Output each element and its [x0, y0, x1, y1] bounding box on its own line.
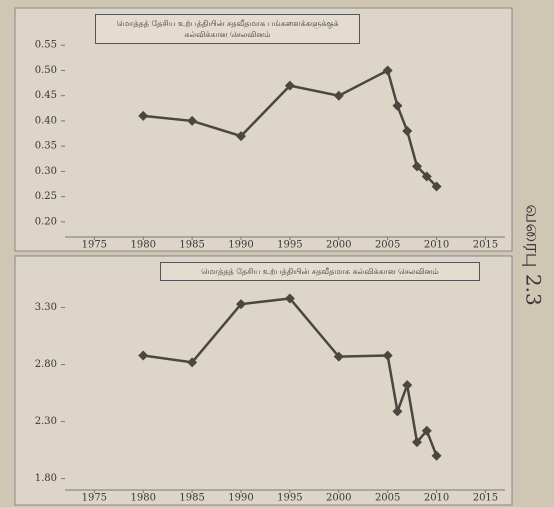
panel: [14, 7, 513, 252]
x-tick-label: 1990: [228, 240, 253, 251]
y-tick-label: 1.80: [35, 473, 57, 484]
x-tick-label: 1995: [277, 493, 302, 504]
y-tick-label: 0.25: [35, 191, 57, 202]
data-point: [138, 350, 149, 361]
data-point: [421, 171, 432, 182]
x-tick-label: 1975: [82, 240, 107, 251]
data-point: [402, 380, 413, 391]
x-tick-label: 2010: [424, 493, 449, 504]
panel: [14, 255, 513, 506]
data-point: [382, 65, 393, 76]
title-box: மொத்தத் தேசிய உற்பத்தியின் சதவீதமாக கல்வ…: [160, 262, 480, 282]
title-box: மொத்தத் தேசிய உற்பத்தியின் சதவீதமாக பங்க…: [95, 14, 360, 45]
y-tick-label: 0.35: [35, 141, 57, 152]
x-tick-label: 2015: [473, 493, 498, 504]
figure-label: வரைபு 2.3: [522, 204, 546, 305]
chart-title: மொத்தத் தேசிய உற்பத்தியின் சதவீதமாக கல்வ…: [160, 262, 480, 282]
x-tick-label: 1990: [228, 493, 253, 504]
x-tick-label: 1980: [130, 493, 155, 504]
y-tick-label: 2.30: [35, 416, 57, 427]
data-point: [138, 110, 149, 121]
data-point: [421, 425, 432, 436]
y-tick-label: 3.30: [35, 302, 57, 313]
y-tick-label: 0.50: [35, 65, 57, 76]
data-point: [187, 357, 198, 368]
data-point: [284, 80, 295, 91]
data-point: [431, 181, 442, 192]
y-tick-label: 0.45: [35, 90, 57, 101]
data-point: [392, 406, 403, 417]
data-point: [392, 100, 403, 111]
data-point: [236, 299, 246, 310]
data-point: [333, 90, 344, 101]
data-point: [382, 350, 393, 361]
data-point: [236, 131, 246, 142]
y-tick-label: 0.30: [35, 166, 57, 177]
x-tick-label: 2000: [326, 240, 351, 251]
x-tick-label: 2015: [473, 240, 498, 251]
y-tick-label: 2.80: [35, 359, 57, 370]
y-tick-label: 0.40: [35, 115, 57, 126]
x-tick-label: 2005: [375, 240, 400, 251]
data-point: [402, 126, 413, 137]
x-tick-label: 1995: [277, 240, 302, 251]
data-point: [431, 450, 442, 461]
data-point: [284, 293, 295, 304]
x-tick-label: 2000: [326, 493, 351, 504]
x-tick-label: 1985: [179, 240, 204, 251]
x-tick-label: 2010: [424, 240, 449, 251]
x-tick-label: 1985: [179, 493, 204, 504]
data-point: [333, 351, 344, 362]
y-tick-label: 0.55: [35, 40, 57, 51]
data-point: [412, 161, 422, 172]
x-tick-label: 1975: [82, 493, 107, 504]
chart-title: மொத்தத் தேசிய உற்பத்தியின் சதவீதமாக பங்க…: [95, 14, 360, 45]
x-tick-label: 2005: [375, 493, 400, 504]
data-point: [187, 115, 198, 126]
data-point: [412, 437, 422, 448]
y-tick-label: 0.20: [35, 216, 57, 227]
x-tick-label: 1980: [130, 240, 155, 251]
